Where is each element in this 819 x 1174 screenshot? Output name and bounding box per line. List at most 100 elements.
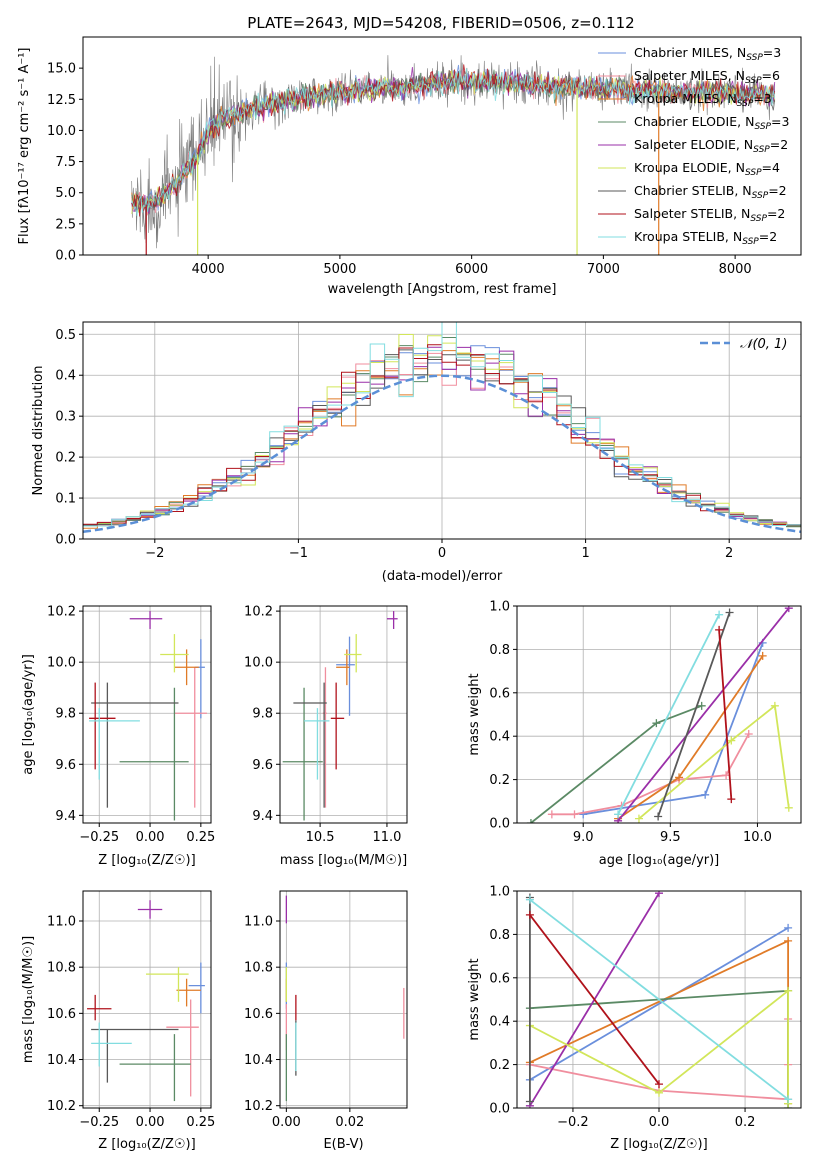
x-tick-label: −2 — [145, 546, 164, 561]
data-point-errorbar — [145, 967, 189, 1002]
data-point-errorbar — [194, 639, 205, 719]
data-point-errorbar — [282, 687, 323, 821]
x-tick-label: −0.25 — [79, 830, 119, 845]
mass-weight-line — [638, 704, 790, 820]
data-point-errorbar — [344, 634, 362, 673]
y-tick-label: 0.2 — [489, 773, 510, 788]
x-tick-label: 0.00 — [136, 1115, 165, 1130]
legend-entry: Chabrier ELODIE, NSSP=3 — [634, 114, 789, 132]
mass-weight-marker — [784, 1095, 793, 1104]
y-tick-label: 2.5 — [55, 217, 76, 232]
mass-vs-ebv-panel: 0.00 0.02 10.2 10.4 10.6 10.8 11.0 E(B-V) — [244, 890, 408, 1152]
x-axis-label: (data-model)/error — [382, 569, 503, 584]
y-tick-label: 10.6 — [244, 1007, 273, 1022]
x-axis-label: wavelength [Angstrom, rest frame] — [328, 282, 557, 297]
x-tick-label: 9.5 — [660, 830, 681, 845]
legend-entry: Kroupa MILES, NSSP=3 — [634, 91, 772, 109]
data-point-errorbar — [176, 978, 201, 1007]
residual-histogram-step — [83, 322, 801, 527]
data-point-errorbar — [336, 649, 350, 686]
legend-value: =3 — [771, 114, 789, 129]
model-spectrum-line — [131, 68, 776, 217]
mass-weight-line — [529, 927, 789, 1081]
grid-lines — [280, 606, 407, 823]
data-point-errorbar — [91, 682, 179, 808]
mass-weight-marker — [614, 810, 623, 819]
y-tick-label: 0.0 — [489, 1102, 510, 1117]
x-tick-label: 0.00 — [272, 1115, 301, 1130]
x-tick-label: −1 — [289, 546, 308, 561]
data-point-errorbar — [166, 999, 199, 1097]
mass-weight-marker — [634, 814, 643, 823]
data-point-errorbar — [137, 900, 163, 919]
data-point-errorbar — [119, 687, 189, 821]
x-axis-label: age [log₁₀(age/yr)] — [599, 853, 720, 868]
legend-entry: Kroupa ELODIE, NSSP=4 — [634, 160, 780, 178]
y-tick-label: 10.0 — [47, 124, 76, 139]
y-tick-label: 0.6 — [489, 686, 510, 701]
legend-value: =2 — [768, 183, 786, 198]
axes-frame — [516, 890, 802, 1109]
mass-weight-marker — [701, 790, 710, 799]
y-tick-label: 0.8 — [489, 928, 510, 943]
y-tick-label: 9.6 — [252, 758, 273, 773]
mass-weight-vs-age-panel: 9.0 9.5 10.0 0.0 0.2 0.4 0.6 0.8 1.0 age [log₁₀(a… — [467, 600, 802, 868]
legend-value: =2 — [770, 137, 788, 152]
mass-weight-line — [657, 612, 731, 817]
data-point-errorbar — [330, 682, 345, 770]
y-tick-label: 10.8 — [47, 961, 76, 976]
x-tick-label: 8000 — [719, 262, 752, 277]
data-point-errorbar — [293, 682, 327, 808]
age-vs-metallicity-panel: −0.25 0.00 0.25 9.4 9.6 9.8 10.0 10.2 Z [log₁₀(Z… — [21, 605, 215, 868]
plot-area — [285, 895, 405, 1102]
legend-text: Kroupa ELODIE, N — [634, 160, 745, 175]
mass-weight-marker — [727, 736, 736, 745]
legend-subscript: SSP — [745, 76, 762, 86]
x-axis-label: Z [log₁₀(Z/Z☉)] — [98, 853, 195, 868]
mass-weight-line — [551, 733, 750, 816]
legend-subscript: SSP — [752, 191, 769, 201]
x-tick-label: 0.2 — [735, 1115, 756, 1130]
mass-weight-line — [529, 988, 789, 1104]
mass-weight-line — [529, 914, 660, 1085]
x-tick-label: 2 — [725, 546, 733, 561]
y-tick-label: 10.0 — [47, 656, 76, 671]
legend-value: =2 — [759, 229, 777, 244]
y-tick-label: 10.6 — [47, 1007, 76, 1022]
x-tick-label: 0.25 — [186, 830, 215, 845]
y-tick-label: 7.5 — [55, 155, 76, 170]
mass-weight-marker — [784, 923, 793, 932]
legend-text: Salpeter MILES, N — [634, 68, 745, 83]
data-point-errorbar — [188, 962, 205, 1014]
x-tick-label: 0.0 — [649, 1115, 670, 1130]
x-tick-label: 0 — [438, 546, 446, 561]
legend-subscript: SSP — [742, 237, 759, 247]
mass-weight-marker — [525, 1097, 534, 1106]
y-tick-label: 0.4 — [489, 730, 510, 745]
x-tick-label: 0.25 — [186, 1115, 215, 1130]
legend-entry: Salpeter MILES, NSSP=6 — [634, 68, 780, 86]
mass-weight-marker — [744, 730, 753, 739]
y-tick-label: 0.1 — [55, 492, 76, 507]
y-axis-label: mass weight — [467, 958, 482, 1040]
grid-lines — [83, 606, 211, 823]
legend-subscript: SSP — [754, 122, 771, 132]
x-tick-label: 1 — [581, 546, 589, 561]
x-tick-label: −0.2 — [557, 1115, 589, 1130]
normal-distribution-curve — [83, 374, 801, 534]
plot-area — [83, 322, 801, 534]
y-tick-label: 1.0 — [489, 885, 510, 900]
plot-area — [282, 611, 398, 821]
legend-subscript: SSP — [745, 168, 762, 178]
legend-text: Salpeter STELIB, N — [634, 206, 750, 221]
mass-vs-metallicity-panel: −0.25 0.00 0.25 10.2 10.4 10.6 10.8 11.0 Z [log₁… — [21, 890, 215, 1152]
mass-weight-marker — [570, 810, 579, 819]
x-tick-label: 0.02 — [335, 1115, 364, 1130]
legend-text: Kroupa MILES, N — [634, 91, 737, 106]
y-tick-label: 10.4 — [244, 1053, 273, 1068]
legend-subscript: SSP — [750, 214, 767, 224]
legend-value: =2 — [767, 206, 785, 221]
y-tick-label: 9.8 — [55, 707, 76, 722]
